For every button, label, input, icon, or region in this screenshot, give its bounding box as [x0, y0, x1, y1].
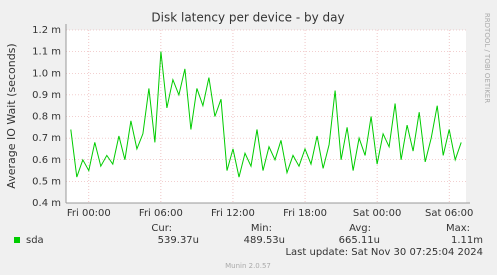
side-label: RRDTOOL / TOBI OETIKER: [483, 13, 491, 103]
x-tick-label: Fri 06:00: [139, 208, 183, 219]
legend-header: Avg:: [349, 223, 371, 234]
y-tick-label: 0.7 m: [32, 133, 61, 144]
footer: Munin 2.0.57: [225, 262, 271, 270]
y-tick-label: 1.2 m: [32, 25, 61, 36]
y-tick-label: 0.4 m: [32, 198, 61, 209]
y-tick-label: 0.5 m: [32, 176, 61, 187]
y-tick-label: 0.8 m: [32, 112, 61, 123]
legend-swatch: [14, 237, 20, 243]
x-tick-label: Sat 06:00: [425, 208, 473, 219]
x-tick-label: Fri 00:00: [67, 208, 111, 219]
legend-header: Min:: [251, 223, 272, 234]
legend-header: Cur:: [151, 223, 172, 234]
x-tick-label: Fri 18:00: [283, 208, 327, 219]
legend-value: 665.11u: [339, 235, 380, 246]
y-tick-label: 1.1 m: [32, 47, 61, 58]
y-axis-title: Average IO Wait (seconds): [5, 43, 18, 188]
y-tick-label: 1.0 m: [32, 68, 61, 79]
last-update: Last update: Sat Nov 30 07:25:04 2024: [285, 247, 483, 258]
legend-value: 489.53u: [244, 235, 285, 246]
legend-label: sda: [26, 235, 44, 246]
chart-title: Disk latency per device - by day: [151, 11, 344, 25]
x-tick-label: Fri 12:00: [211, 208, 255, 219]
y-tick-label: 0.6 m: [32, 155, 61, 166]
y-tick-label: 0.9 m: [32, 90, 61, 101]
legend-header: Max:: [446, 223, 470, 234]
legend-value: 539.37u: [158, 235, 199, 246]
x-tick-label: Sat 00:00: [353, 208, 401, 219]
legend-value: 1.11m: [451, 235, 483, 246]
series-line: [70, 51, 462, 178]
